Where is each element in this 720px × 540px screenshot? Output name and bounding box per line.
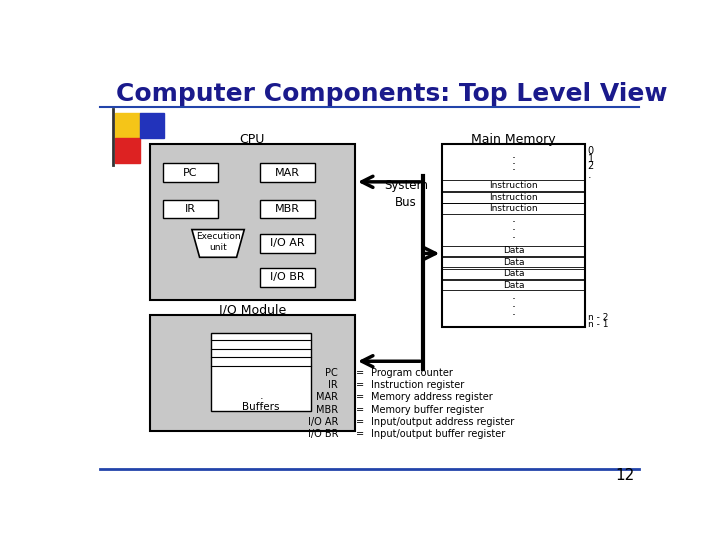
Bar [150, 315, 355, 430]
Text: MAR: MAR [316, 393, 338, 402]
Text: CPU: CPU [240, 133, 265, 146]
Text: I/O Module: I/O Module [219, 303, 286, 316]
Text: Instruction: Instruction [489, 204, 538, 213]
Bar [260, 234, 315, 253]
Text: Data: Data [503, 258, 524, 267]
Text: Instruction: Instruction [489, 193, 538, 202]
Text: I/O BR: I/O BR [270, 272, 305, 282]
Text: .: . [511, 289, 516, 302]
Text: Computer Components: Top Level View: Computer Components: Top Level View [117, 82, 668, 106]
Text: .: . [511, 220, 516, 233]
Text: Memory address register: Memory address register [371, 393, 492, 402]
Text: Instruction register: Instruction register [371, 380, 464, 390]
Bar [163, 200, 218, 218]
Text: =: = [356, 405, 364, 415]
Bar [140, 113, 164, 138]
Text: .: . [588, 170, 591, 180]
Text: Instruction: Instruction [489, 181, 538, 190]
Bar [260, 268, 315, 287]
Bar [442, 144, 585, 327]
Text: Input/output buffer register: Input/output buffer register [371, 429, 505, 440]
Text: 0: 0 [588, 146, 594, 156]
Text: 1: 1 [588, 154, 594, 164]
Polygon shape [192, 230, 244, 257]
Text: IR: IR [185, 204, 196, 214]
Text: Data: Data [503, 281, 524, 290]
Text: Program counter: Program counter [371, 368, 452, 378]
Text: PC: PC [183, 167, 197, 178]
Text: .: . [511, 305, 516, 318]
Text: 2: 2 [588, 161, 594, 171]
Bar [115, 113, 140, 138]
Text: MAR: MAR [275, 167, 300, 178]
Text: MBR: MBR [316, 405, 338, 415]
Text: =: = [356, 417, 364, 427]
Text: n - 2: n - 2 [588, 313, 608, 322]
Text: =: = [356, 393, 364, 402]
Text: =: = [356, 429, 364, 440]
Text: Main Memory: Main Memory [471, 133, 556, 146]
Text: System
Bus: System Bus [384, 179, 428, 209]
Text: .: . [511, 154, 516, 167]
Text: .: . [259, 399, 263, 409]
Text: I/O AR: I/O AR [270, 239, 305, 248]
Text: .: . [259, 391, 263, 401]
Bar [150, 144, 355, 300]
Text: Buffers: Buffers [243, 402, 280, 411]
Text: Input/output address register: Input/output address register [371, 417, 514, 427]
Text: n - 1: n - 1 [588, 320, 608, 329]
Bar [115, 138, 140, 163]
Bar [163, 164, 218, 182]
Text: MBR: MBR [275, 204, 300, 214]
Text: =: = [356, 380, 364, 390]
Text: I/O BR: I/O BR [307, 429, 338, 440]
Text: =: = [356, 368, 364, 378]
Text: .: . [511, 160, 516, 173]
Bar [211, 333, 311, 411]
Text: PC: PC [325, 368, 338, 378]
Text: Memory buffer register: Memory buffer register [371, 405, 483, 415]
Text: .: . [511, 212, 516, 225]
Text: Data: Data [503, 246, 524, 255]
Text: IR: IR [328, 380, 338, 390]
Text: I/O AR: I/O AR [308, 417, 338, 427]
Bar [260, 200, 315, 218]
Text: .: . [511, 297, 516, 310]
Text: Execution
unit: Execution unit [196, 232, 240, 252]
Text: 12: 12 [616, 468, 634, 483]
Text: .: . [511, 147, 516, 160]
Bar [260, 164, 315, 182]
Text: .: . [511, 228, 516, 241]
Text: Data: Data [503, 269, 524, 278]
